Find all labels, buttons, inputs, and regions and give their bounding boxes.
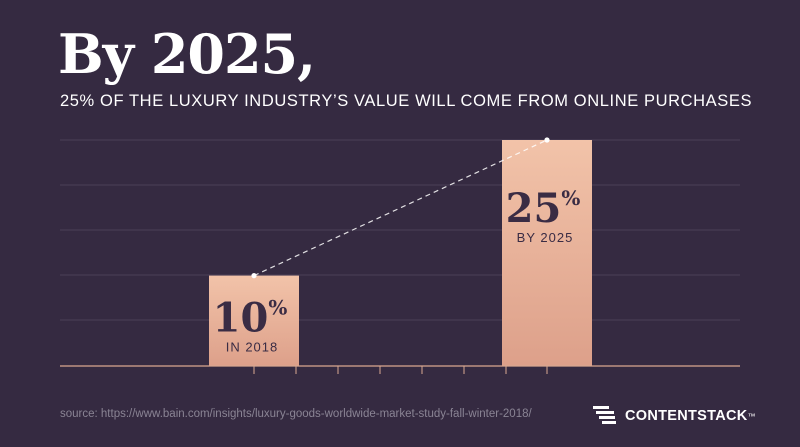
x-axis	[60, 365, 740, 374]
chart-subtitle: 25% OF THE LUXURY INDUSTRY’S VALUE WILL …	[60, 92, 753, 110]
bar-2018	[209, 275, 299, 366]
data-label-value-2018: 10%	[213, 295, 288, 342]
trend-line	[251, 137, 550, 279]
data-labels: 10%IN 2018 25%BY 2025	[213, 185, 581, 355]
contentstack-stack-icon	[593, 406, 616, 424]
trend-point-2018	[251, 273, 257, 279]
data-label-value-2025: 25%	[506, 185, 581, 232]
trademark-symbol: ™	[747, 411, 756, 421]
bar-2025	[502, 140, 592, 366]
chart-title: By 2025,	[58, 22, 316, 86]
brand-name: CONTENTSTACK	[625, 408, 748, 424]
gridlines	[60, 139, 740, 321]
contentstack-logo: CONTENTSTACK ™	[593, 405, 756, 427]
data-label-caption-2018: IN 2018	[226, 340, 279, 355]
bars	[209, 140, 592, 366]
source-citation: source: https://www.bain.com/insights/lu…	[60, 408, 532, 420]
trend-point-2025	[544, 137, 550, 143]
data-label-caption-2025: BY 2025	[517, 230, 574, 245]
